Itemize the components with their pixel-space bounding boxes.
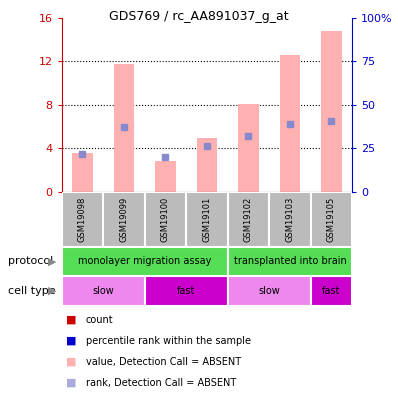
Text: ■: ■ bbox=[66, 357, 76, 367]
Bar bbox=[62, 192, 103, 247]
Bar bbox=[197, 138, 217, 192]
Text: GSM19099: GSM19099 bbox=[119, 197, 129, 242]
Text: rank, Detection Call = ABSENT: rank, Detection Call = ABSENT bbox=[86, 378, 236, 388]
Text: GSM19102: GSM19102 bbox=[244, 197, 253, 242]
Text: ■: ■ bbox=[66, 315, 76, 325]
Text: GSM19101: GSM19101 bbox=[203, 197, 211, 242]
Bar bbox=[228, 276, 311, 306]
Text: ■: ■ bbox=[66, 336, 76, 346]
Bar bbox=[72, 153, 93, 192]
Bar bbox=[269, 192, 311, 247]
Text: ▶: ▶ bbox=[47, 286, 56, 296]
Bar bbox=[228, 247, 352, 276]
Bar bbox=[280, 55, 300, 192]
Text: ▶: ▶ bbox=[47, 256, 56, 266]
Text: ■: ■ bbox=[66, 378, 76, 388]
Bar bbox=[228, 192, 269, 247]
Bar bbox=[145, 276, 228, 306]
Text: GSM19098: GSM19098 bbox=[78, 196, 87, 242]
Text: fast: fast bbox=[177, 286, 195, 296]
Bar bbox=[155, 162, 176, 192]
Bar bbox=[311, 192, 352, 247]
Bar bbox=[238, 104, 259, 192]
Text: cell type: cell type bbox=[8, 286, 56, 296]
Text: percentile rank within the sample: percentile rank within the sample bbox=[86, 336, 251, 346]
Bar bbox=[186, 192, 228, 247]
Bar bbox=[311, 276, 352, 306]
Bar bbox=[321, 31, 342, 192]
Text: value, Detection Call = ABSENT: value, Detection Call = ABSENT bbox=[86, 357, 241, 367]
Bar bbox=[62, 247, 228, 276]
Bar bbox=[103, 192, 145, 247]
Text: GSM19100: GSM19100 bbox=[161, 197, 170, 242]
Text: GSM19105: GSM19105 bbox=[327, 197, 336, 242]
Text: protocol: protocol bbox=[8, 256, 53, 266]
Text: transplanted into brain: transplanted into brain bbox=[234, 256, 346, 266]
Text: GSM19103: GSM19103 bbox=[285, 196, 295, 242]
Text: slow: slow bbox=[92, 286, 114, 296]
Text: GDS769 / rc_AA891037_g_at: GDS769 / rc_AA891037_g_at bbox=[109, 10, 289, 23]
Bar bbox=[62, 276, 145, 306]
Bar bbox=[113, 64, 135, 192]
Text: monolayer migration assay: monolayer migration assay bbox=[78, 256, 211, 266]
Text: slow: slow bbox=[258, 286, 280, 296]
Text: fast: fast bbox=[322, 286, 341, 296]
Bar bbox=[145, 192, 186, 247]
Text: count: count bbox=[86, 315, 113, 325]
